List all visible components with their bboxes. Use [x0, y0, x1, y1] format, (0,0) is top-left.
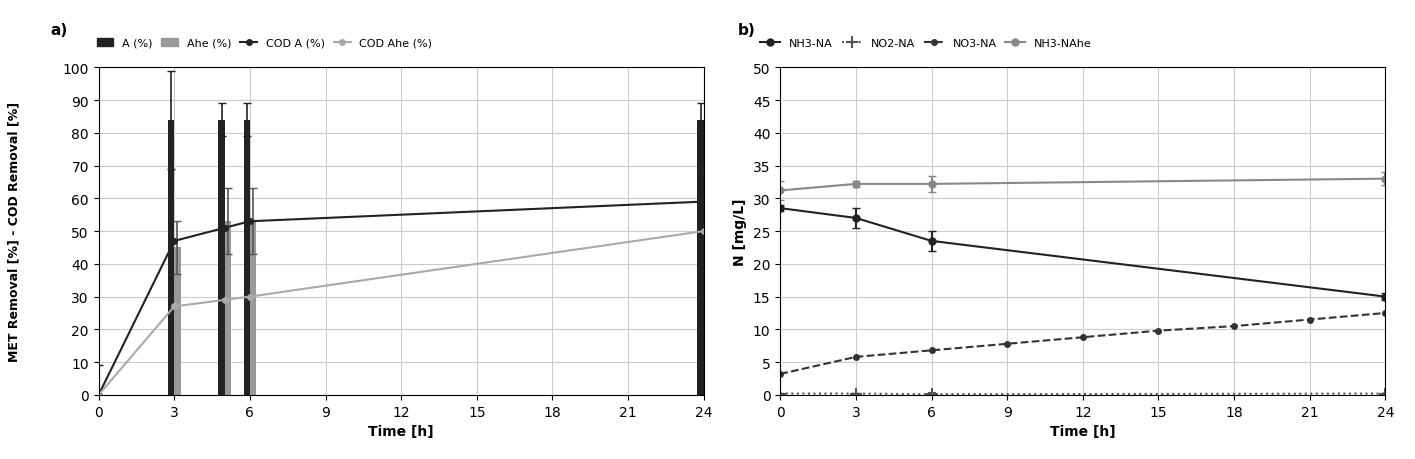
Bar: [168, 120, 174, 395]
Bar: [243, 120, 250, 395]
COD A (%): [242, 219, 259, 224]
NO3-NA: [1225, 324, 1242, 329]
COD A (%): [216, 225, 233, 231]
COD Ahe (%): [166, 304, 183, 309]
Bar: [174, 248, 181, 395]
NO3-NA: [1074, 335, 1091, 340]
Line: COD Ahe (%): COD Ahe (%): [96, 229, 706, 398]
COD Ahe (%): [216, 297, 233, 303]
Bar: [703, 199, 710, 395]
Legend: NH3-NA, NO2-NA, NO3-NA, NH3-NAhe: NH3-NA, NO2-NA, NO3-NA, NH3-NAhe: [756, 34, 1097, 53]
Bar: [225, 222, 231, 395]
COD A (%): [695, 199, 712, 205]
NO3-NA: [1377, 311, 1394, 316]
Bar: [698, 120, 703, 395]
Legend: A (%), Ahe (%), COD A (%), COD Ahe (%): A (%), Ahe (%), COD A (%), COD Ahe (%): [92, 34, 437, 53]
Y-axis label: N [mg/L]: N [mg/L]: [733, 198, 747, 265]
Text: a): a): [50, 23, 68, 39]
Line: NO3-NA: NO3-NA: [777, 311, 1388, 377]
Line: COD A (%): COD A (%): [96, 199, 706, 398]
COD Ahe (%): [242, 294, 259, 300]
Bar: [218, 120, 225, 395]
NO3-NA: [848, 354, 865, 360]
NO3-NA: [1302, 317, 1319, 323]
NO3-NA: [1150, 328, 1167, 334]
Text: b): b): [737, 23, 756, 39]
COD A (%): [166, 239, 183, 244]
X-axis label: Time [h]: Time [h]: [368, 424, 434, 438]
NO3-NA: [999, 341, 1016, 347]
COD A (%): [91, 392, 108, 398]
NO3-NA: [923, 348, 940, 353]
X-axis label: Time [h]: Time [h]: [1050, 424, 1115, 438]
Y-axis label: MET Removal [%] - COD Removal [%]: MET Removal [%] - COD Removal [%]: [7, 102, 20, 361]
COD Ahe (%): [695, 229, 712, 235]
COD Ahe (%): [91, 392, 108, 398]
NO3-NA: [771, 371, 788, 377]
Bar: [250, 222, 256, 395]
